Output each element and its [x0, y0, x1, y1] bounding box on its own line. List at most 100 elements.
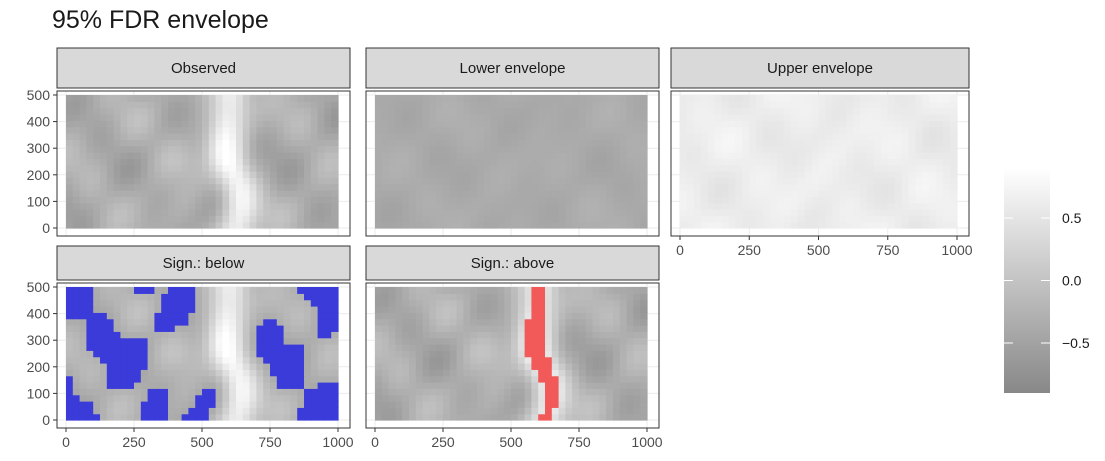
heatmap-tile — [436, 337, 444, 345]
heatmap-tile — [381, 101, 390, 109]
heatmap-tile — [402, 215, 410, 223]
heatmap-tile — [756, 221, 764, 229]
heatmap-tile — [922, 126, 930, 134]
heatmap-tile — [324, 318, 332, 326]
heatmap-tile — [154, 164, 162, 172]
heatmap-tile — [304, 215, 312, 223]
heatmap-tile — [229, 344, 237, 351]
heatmap-tiles — [375, 95, 648, 229]
facet-strip-label: Sign.: above — [471, 255, 554, 272]
heatmap-tile — [558, 413, 566, 421]
heatmap-tile — [436, 363, 444, 370]
heatmap-tile — [531, 350, 539, 358]
heatmap-tile — [229, 215, 237, 223]
heatmap-tile — [66, 152, 74, 159]
heatmap-tile — [120, 101, 128, 109]
heatmap-tile — [402, 196, 410, 204]
heatmap-tile — [477, 145, 485, 153]
heatmap-tile — [304, 375, 312, 383]
heatmap-tile — [742, 164, 750, 172]
heatmap-tile — [409, 101, 417, 109]
heatmap-tile — [619, 388, 628, 396]
heatmap-tile — [270, 325, 278, 332]
heatmap-tile — [894, 171, 903, 178]
heatmap-tile — [310, 215, 319, 223]
heatmap-tile — [174, 407, 183, 415]
heatmap-tile — [866, 126, 875, 134]
heatmap-tile — [776, 95, 785, 102]
heatmap-tile — [310, 356, 319, 364]
heatmap-tile — [229, 394, 237, 402]
heatmap-tile — [531, 388, 539, 396]
heatmap-tile — [429, 196, 437, 204]
heatmap-tile — [490, 107, 498, 115]
heatmap-tile — [797, 101, 806, 109]
heatmap-tile — [324, 287, 332, 294]
heatmap-tile — [409, 293, 417, 301]
heatmap-tile — [770, 221, 778, 229]
heatmap-tile — [873, 152, 882, 159]
heatmap-tile — [174, 221, 183, 229]
heatmap-tile — [894, 177, 903, 185]
heatmap-tile — [436, 202, 444, 210]
heatmap-tile — [202, 293, 210, 301]
heatmap-tile — [551, 394, 560, 402]
heatmap-tile — [263, 375, 271, 383]
heatmap-tile — [619, 126, 628, 134]
heatmap-tile — [100, 101, 108, 109]
heatmap-tile — [127, 325, 135, 332]
heatmap-tile — [449, 407, 458, 415]
heatmap-tile — [483, 325, 492, 332]
heatmap-tile — [290, 107, 298, 115]
panel-border — [56, 282, 351, 429]
heatmap-tile — [195, 375, 203, 383]
heatmap-tile — [249, 221, 257, 229]
heatmap-tile — [860, 221, 868, 229]
heatmap-tile — [381, 413, 390, 421]
heatmap-tile — [613, 363, 621, 370]
heatmap-tile — [545, 209, 553, 216]
heatmap-tile — [249, 196, 257, 204]
heatmap-tile — [490, 95, 498, 102]
heatmap-tile — [846, 209, 854, 216]
heatmap-tile — [381, 152, 390, 159]
heatmap-tile — [429, 120, 437, 128]
heatmap-tile — [202, 388, 210, 396]
heatmap-tile — [93, 95, 101, 102]
heatmap-tile — [188, 183, 196, 191]
heatmap-tile — [215, 318, 223, 326]
heatmap-tile — [263, 413, 271, 421]
heatmap-tile — [599, 158, 607, 166]
heatmap-tile — [436, 190, 444, 197]
heatmap-tile — [497, 388, 505, 396]
heatmap-tile — [619, 215, 628, 223]
heatmap-tile — [120, 318, 128, 326]
heatmap-tile — [324, 363, 332, 370]
heatmap-tile — [242, 95, 251, 102]
heatmap-tile — [388, 126, 396, 134]
heatmap-tile — [422, 382, 430, 389]
heatmap-tile — [922, 101, 930, 109]
heatmap-tile — [310, 133, 319, 140]
heatmap-tile — [449, 152, 458, 159]
heatmap-tile — [640, 177, 648, 185]
heatmap-tile — [395, 139, 403, 147]
heatmap-tile — [517, 325, 526, 332]
heatmap-tile — [106, 299, 115, 307]
heatmap-tile — [256, 171, 264, 178]
heatmap-tile — [93, 133, 101, 140]
heatmap-tile — [174, 177, 183, 185]
heatmap-tile — [497, 325, 505, 332]
heatmap-tile — [901, 221, 910, 229]
heatmap-tile — [168, 158, 176, 166]
heatmap-tile — [429, 413, 437, 421]
heatmap-tile — [113, 369, 121, 377]
heatmap-tile — [202, 325, 210, 332]
heatmap-tile — [79, 337, 87, 345]
heatmap-tile — [202, 183, 210, 191]
heatmap-tile — [72, 401, 81, 408]
heatmap-tile — [619, 196, 628, 204]
heatmap-tile — [853, 209, 861, 216]
heatmap-tile — [735, 152, 743, 159]
heatmap-tile — [551, 126, 560, 134]
